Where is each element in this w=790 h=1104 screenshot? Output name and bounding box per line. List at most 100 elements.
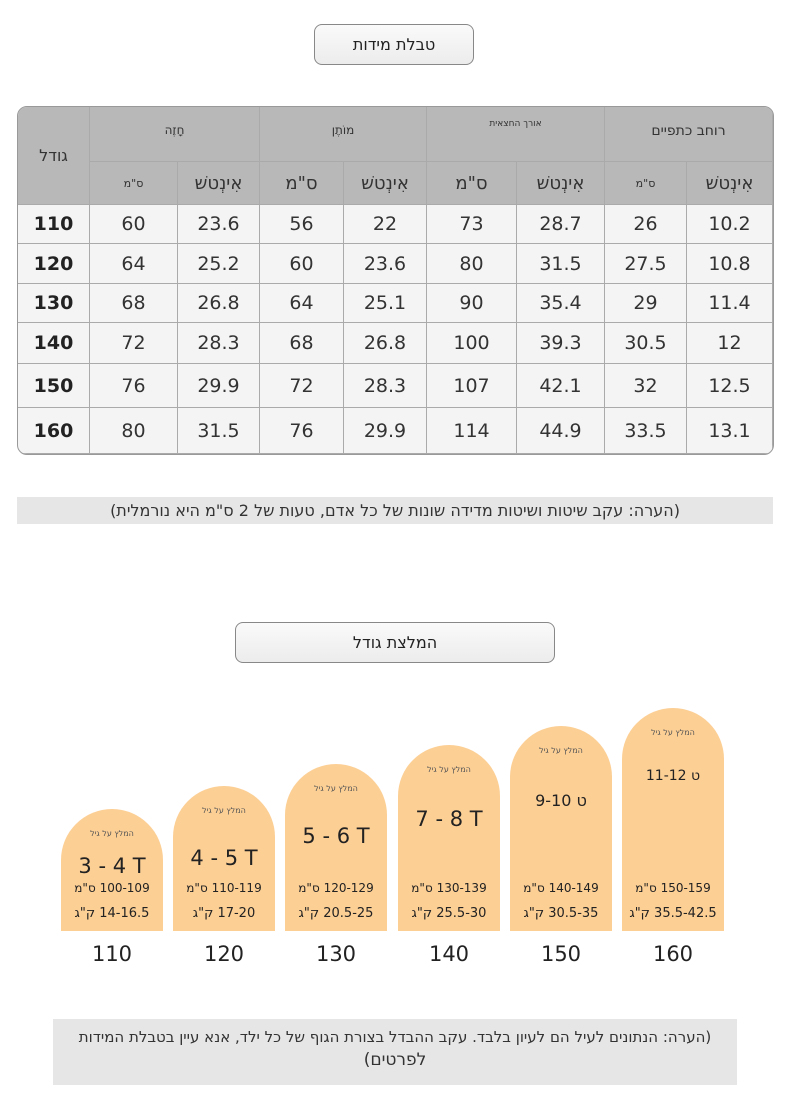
height-range: 140-149 ס"מ xyxy=(523,881,599,895)
size-cell: 150 xyxy=(18,364,90,408)
recommend-age-label: המלץ על גיל xyxy=(90,829,134,838)
age-recommendation-card: המלץ על גיל 5 - 6 T 120-129 ס"מ 20.5-25 ק"ג xyxy=(285,764,387,931)
value-cell: 100 xyxy=(427,323,517,364)
inch-header: אִינְטשׁ xyxy=(344,162,427,205)
value-cell: 29 xyxy=(605,284,687,323)
weight-range: 17-20 ק"ג xyxy=(192,906,256,921)
size-label: 130 xyxy=(315,942,357,966)
size-label: 160 xyxy=(652,942,694,966)
size-table: גודל חָזֶה ס"מ אִינְטשׁ מוֹתֶן ס"מ אִינְטשׁ אור… xyxy=(17,106,774,455)
value-cell: 11.4 xyxy=(687,284,773,323)
value-cell: 31.5 xyxy=(517,244,605,284)
size-recommendation-title: המלצת גודל xyxy=(235,622,555,663)
value-cell: 80 xyxy=(90,408,178,454)
age-range: 5 - 6 T xyxy=(302,824,370,848)
age-recommendation-card: המלץ על גיל 11-12 ט 150-159 ס"מ 35.5-42.5 ק… xyxy=(622,708,724,931)
height-range: 130-139 ס"מ xyxy=(411,881,487,895)
height-range: 110-119 ס"מ xyxy=(186,881,262,895)
value-cell: 42.1 xyxy=(517,364,605,408)
value-cell: 35.4 xyxy=(517,284,605,323)
size-label: 110 xyxy=(91,942,133,966)
size-cell: 110 xyxy=(18,205,90,244)
size-header: גודל xyxy=(18,107,90,205)
value-cell: 27.5 xyxy=(605,244,687,284)
cm-header: ס"מ xyxy=(605,162,687,205)
cm-header: ס"מ xyxy=(427,162,517,205)
value-cell: 80 xyxy=(427,244,517,284)
age-recommendation-card: המלץ על גיל 3 - 4 T 100-109 ס"מ 14-16.5 ק"ג xyxy=(61,809,163,931)
value-cell: 26.8 xyxy=(344,323,427,364)
recommendation-note: (הערה: הנתונים לעיל הם לעיון בלבד. עקב ה… xyxy=(53,1019,737,1085)
value-cell: 44.9 xyxy=(517,408,605,454)
age-recommendation-card: המלץ על גיל 7 - 8 T 130-139 ס"מ 25.5-30 ק"ג xyxy=(398,745,500,931)
value-cell: 73 xyxy=(427,205,517,244)
value-cell: 64 xyxy=(260,284,344,323)
recommend-age-label: המלץ על גיל xyxy=(314,784,358,793)
cm-header: ס"מ xyxy=(90,162,178,205)
age-recommendation-card: המלץ על גיל 9-10 ט 140-149 ס"מ 30.5-35 ק"ג xyxy=(510,726,612,931)
value-cell: 107 xyxy=(427,364,517,408)
value-cell: 90 xyxy=(427,284,517,323)
value-cell: 23.6 xyxy=(344,244,427,284)
height-range: 100-109 ס"מ xyxy=(74,881,150,895)
recommend-age-label: המלץ על גיל xyxy=(427,765,471,774)
age-range: 4 - 5 T xyxy=(190,846,258,870)
value-cell: 31.5 xyxy=(178,408,260,454)
value-cell: 68 xyxy=(90,284,178,323)
value-cell: 72 xyxy=(260,364,344,408)
recommend-age-label: המלץ על גיל xyxy=(651,728,695,737)
size-cell: 160 xyxy=(18,408,90,454)
inch-header: אִינְטשׁ xyxy=(517,162,605,205)
value-cell: 68 xyxy=(260,323,344,364)
value-cell: 26.8 xyxy=(178,284,260,323)
weight-range: 25.5-30 ק"ג xyxy=(411,906,487,921)
value-cell: 32 xyxy=(605,364,687,408)
value-cell: 114 xyxy=(427,408,517,454)
value-cell: 29.9 xyxy=(344,408,427,454)
weight-range: 14-16.5 ק"ג xyxy=(74,906,150,921)
size-cell: 140 xyxy=(18,323,90,364)
value-cell: 28.7 xyxy=(517,205,605,244)
value-cell: 22 xyxy=(344,205,427,244)
value-cell: 25.1 xyxy=(344,284,427,323)
size-label: 140 xyxy=(428,942,470,966)
value-cell: 56 xyxy=(260,205,344,244)
recommend-age-label: המלץ על גיל xyxy=(202,806,246,815)
size-cell: 130 xyxy=(18,284,90,323)
group-header: רוחב כתפיים xyxy=(605,107,773,162)
weight-range: 30.5-35 ק"ג xyxy=(523,906,599,921)
value-cell: 64 xyxy=(90,244,178,284)
value-cell: 10.2 xyxy=(687,205,773,244)
value-cell: 30.5 xyxy=(605,323,687,364)
value-cell: 23.6 xyxy=(178,205,260,244)
age-range: 3 - 4 T xyxy=(78,854,146,878)
value-cell: 29.9 xyxy=(178,364,260,408)
recommend-age-label: המלץ על גיל xyxy=(539,746,583,755)
size-chart-title: טבלת מידות xyxy=(314,24,474,65)
age-recommendation-card: המלץ על גיל 4 - 5 T 110-119 ס"מ 17-20 ק"ג xyxy=(173,786,275,931)
note-line-1: (הערה: הנתונים לעיל הם לעיון בלבד. עקב ה… xyxy=(78,1028,712,1046)
value-cell: 10.8 xyxy=(687,244,773,284)
size-label: 150 xyxy=(540,942,582,966)
value-cell: 72 xyxy=(90,323,178,364)
height-range: 150-159 ס"מ xyxy=(635,881,711,895)
value-cell: 12.5 xyxy=(687,364,773,408)
value-cell: 39.3 xyxy=(517,323,605,364)
measurement-note: (הערה: עקב שיטות ושיטות מדידה שונות של כ… xyxy=(17,497,773,524)
value-cell: 76 xyxy=(90,364,178,408)
value-cell: 60 xyxy=(260,244,344,284)
value-cell: 28.3 xyxy=(178,323,260,364)
inch-header: אִינְטשׁ xyxy=(178,162,260,205)
cm-header: ס"מ xyxy=(260,162,344,205)
value-cell: 25.2 xyxy=(178,244,260,284)
value-cell: 12 xyxy=(687,323,773,364)
value-cell: 33.5 xyxy=(605,408,687,454)
height-range: 120-129 ס"מ xyxy=(298,881,374,895)
note-line-2: לפרטים) xyxy=(363,1050,427,1070)
inch-header: אִינְטשׁ xyxy=(687,162,773,205)
weight-range: 35.5-42.5 ק"ג xyxy=(629,906,717,921)
value-cell: 60 xyxy=(90,205,178,244)
group-header: מוֹתֶן xyxy=(260,107,427,162)
age-range: 9-10 ט xyxy=(535,791,587,810)
age-range: 7 - 8 T xyxy=(415,807,483,831)
